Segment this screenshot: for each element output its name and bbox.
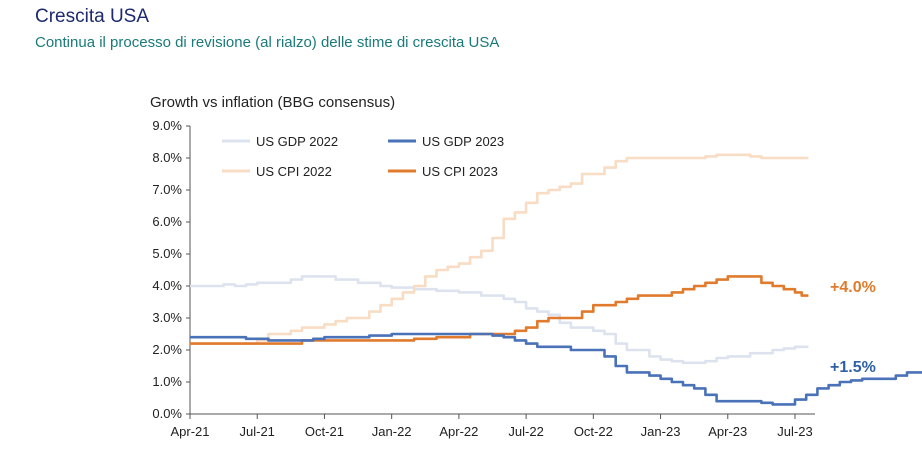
slide-title: Crescita USA xyxy=(35,6,150,27)
legend-label: US GDP 2022 xyxy=(256,134,338,149)
series-line-us-cpi-2022 xyxy=(190,153,809,345)
chart-legend: US GDP 2022 US GDP 2023 US CPI 2022 US CPI … xyxy=(222,134,504,179)
x-tick-label: Apr-21 xyxy=(170,424,209,439)
y-tick-label: 0.0% xyxy=(152,406,182,421)
chart-title: Growth vs inflation (BBG consensus) xyxy=(150,94,395,111)
x-tick-label: Oct-22 xyxy=(574,424,613,439)
y-tick-label: 9.0% xyxy=(152,118,182,133)
chart-axes: 0.0% 1.0% 2.0% 3.0% 4.0% 5.0% 6.0% 7.0% 8.0% 9.0%… xyxy=(152,118,815,439)
x-tick-label: Jul-21 xyxy=(240,424,275,439)
x-tick-label: Jan-22 xyxy=(372,424,412,439)
y-tick-label: 3.0% xyxy=(152,310,182,325)
series-line-us-gdp-2023 xyxy=(190,332,922,406)
chart-end-labels: +4.0% +1.5% xyxy=(830,279,876,376)
slide-subtitle: Continua il processo di revisione (al ri… xyxy=(35,34,500,51)
y-tick-label: 6.0% xyxy=(152,214,182,229)
x-tick-label: Apr-22 xyxy=(439,424,478,439)
x-tick-label: Jul-23 xyxy=(777,424,812,439)
x-tick-label: Apr-23 xyxy=(708,424,747,439)
series-line-us-gdp-2022 xyxy=(190,275,809,365)
chart-series xyxy=(190,153,922,406)
legend-label: US CPI 2022 xyxy=(256,164,332,179)
x-tick-label: Oct-21 xyxy=(305,424,344,439)
legend-label: US GDP 2023 xyxy=(422,134,504,149)
end-label: +1.5% xyxy=(830,359,876,376)
end-label: +4.0% xyxy=(830,279,876,296)
y-tick-label: 1.0% xyxy=(152,374,182,389)
legend-label: US CPI 2023 xyxy=(422,164,498,179)
y-tick-label: 5.0% xyxy=(152,246,182,261)
series-line-us-cpi-2023 xyxy=(190,275,809,345)
x-tick-label: Jan-23 xyxy=(641,424,681,439)
y-tick-label: 4.0% xyxy=(152,278,182,293)
y-tick-label: 8.0% xyxy=(152,150,182,165)
y-tick-label: 2.0% xyxy=(152,342,182,357)
y-tick-label: 7.0% xyxy=(152,182,182,197)
x-tick-label: Jul-22 xyxy=(508,424,543,439)
